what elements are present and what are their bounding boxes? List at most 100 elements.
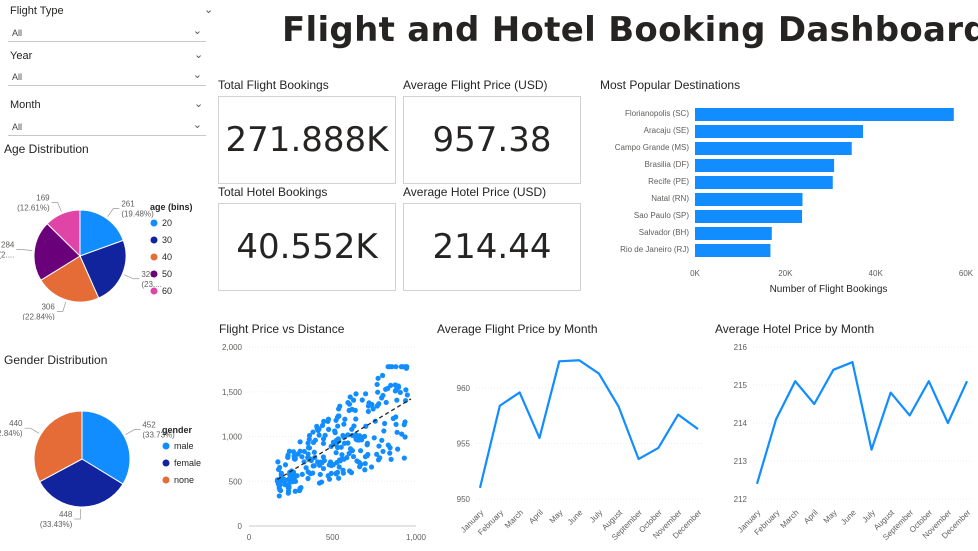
scatter-point[interactable] (403, 387, 409, 393)
scatter-point[interactable] (368, 464, 375, 470)
scatter-point[interactable] (305, 440, 311, 446)
scatter-point[interactable] (320, 454, 326, 460)
scatter-point[interactable] (393, 421, 399, 427)
scatter-point[interactable] (371, 435, 377, 441)
scatter-point[interactable] (387, 450, 393, 456)
scatter-point[interactable] (351, 423, 357, 429)
bar-campo-grande-ms-[interactable] (695, 142, 852, 155)
scatter-point[interactable] (332, 428, 338, 434)
scatter-point[interactable] (375, 389, 381, 395)
scatter-point[interactable] (274, 478, 280, 484)
scatter-point[interactable] (375, 375, 381, 381)
scatter-point[interactable] (299, 471, 305, 477)
scatter-point[interactable] (380, 448, 386, 455)
scatter-point[interactable] (369, 402, 375, 408)
scatter-point[interactable] (290, 449, 297, 455)
scatter-point[interactable] (374, 403, 380, 409)
scatter-point[interactable] (385, 364, 391, 370)
bar-recife-pe-[interactable] (695, 176, 833, 189)
scatter-point[interactable] (401, 455, 407, 461)
scatter-point[interactable] (282, 462, 289, 468)
month-dropdown[interactable]: All ⌄ (8, 118, 206, 136)
scatter-point[interactable] (346, 468, 353, 474)
scatter-point[interactable] (347, 394, 353, 400)
scatter-point[interactable] (278, 472, 284, 478)
scatter-point[interactable] (297, 448, 303, 454)
scatter-point[interactable] (383, 386, 389, 392)
scatter-point[interactable] (357, 464, 363, 470)
scatter-point[interactable] (307, 471, 314, 477)
scatter-point[interactable] (353, 391, 359, 397)
bar-aracaju-se-[interactable] (695, 125, 864, 138)
scatter-point[interactable] (390, 415, 396, 422)
scatter-point[interactable] (397, 389, 403, 396)
scatter-point[interactable] (381, 428, 387, 434)
scatter-point[interactable] (377, 455, 383, 461)
pie-slice-none[interactable] (33, 410, 83, 483)
scatter-point[interactable] (336, 413, 342, 419)
scatter-point[interactable] (402, 434, 408, 440)
scatter-point[interactable] (316, 432, 322, 438)
scatter-point[interactable] (398, 364, 404, 370)
scatter-point[interactable] (382, 420, 388, 427)
scatter-point[interactable] (311, 463, 317, 469)
scatter-point[interactable] (303, 465, 309, 471)
flight-type-dropdown[interactable]: All ⌄ (8, 24, 206, 42)
pie-slice-60[interactable] (46, 209, 81, 258)
scatter-point[interactable] (301, 459, 307, 465)
scatter-point[interactable] (362, 460, 368, 467)
scatter-point[interactable] (292, 456, 298, 462)
bar-brasilia-df-[interactable] (695, 159, 835, 172)
scatter-point[interactable] (339, 452, 345, 458)
scatter-point[interactable] (285, 454, 291, 460)
scatter-point[interactable] (321, 418, 327, 424)
scatter-point[interactable] (401, 422, 407, 428)
scatter-point[interactable] (299, 454, 305, 460)
scatter-point[interactable] (306, 432, 313, 439)
scatter-point[interactable] (277, 464, 283, 471)
scatter-point[interactable] (349, 448, 356, 454)
scatter-point[interactable] (359, 397, 365, 403)
scatter-point[interactable] (370, 406, 376, 412)
scatter-point[interactable] (282, 482, 288, 488)
scatter-point[interactable] (337, 403, 343, 409)
scatter-point[interactable] (317, 471, 323, 478)
scatter-point[interactable] (325, 473, 331, 479)
year-dropdown[interactable]: All ⌄ (8, 68, 206, 86)
scatter-point[interactable] (359, 434, 365, 440)
scatter-point[interactable] (365, 451, 371, 458)
chevron-down-icon[interactable]: ⌄ (204, 4, 214, 16)
age-pie-chart[interactable]: 261(19.48%) 320(23.... 306(22.84%) 284(2...… (0, 160, 212, 320)
scatter-point[interactable] (320, 465, 327, 472)
scatter-point[interactable] (319, 422, 326, 429)
scatter-point[interactable] (379, 395, 385, 401)
gender-pie-chart[interactable]: 452(33.73%) 448(33.43%) 440(32.84%) gender m… (0, 370, 212, 530)
chevron-down-icon[interactable]: ⌄ (194, 98, 204, 110)
scatter-point[interactable] (345, 432, 351, 438)
scatter-point[interactable] (310, 439, 317, 446)
scatter-point[interactable] (393, 364, 399, 370)
scatter-point[interactable] (363, 391, 369, 397)
scatter-point[interactable] (311, 449, 317, 455)
scatter-point[interactable] (399, 431, 405, 437)
scatter-point[interactable] (336, 464, 342, 470)
pie-slice-20[interactable] (79, 209, 124, 257)
scatter-point[interactable] (286, 448, 292, 454)
scatter-point[interactable] (326, 426, 332, 432)
scatter-point[interactable] (305, 475, 311, 482)
scatter-point[interactable] (374, 451, 380, 457)
scatter-point[interactable] (404, 392, 410, 398)
bar-sao-paulo-sp-[interactable] (695, 210, 803, 223)
scatter-point[interactable] (297, 439, 303, 445)
scatter-point[interactable] (320, 440, 327, 447)
scatter-point[interactable] (379, 372, 386, 379)
scatter-point[interactable] (341, 421, 347, 427)
scatter-point[interactable] (333, 437, 340, 443)
scatter-point[interactable] (357, 448, 364, 454)
scatter-point[interactable] (335, 423, 341, 429)
bar-rio-de-janeiro-rj-[interactable] (695, 244, 771, 257)
pie-slice-30[interactable] (79, 239, 127, 299)
scatter-point[interactable] (275, 459, 281, 465)
